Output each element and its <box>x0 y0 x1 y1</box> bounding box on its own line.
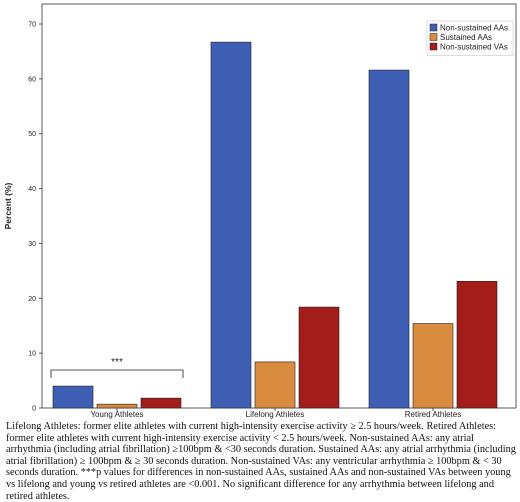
legend-label: Sustained AAs <box>440 33 492 42</box>
bar <box>210 41 252 409</box>
bar <box>412 323 454 409</box>
bar <box>298 306 340 409</box>
x-tick-label: Young Athletes <box>90 410 143 419</box>
legend-swatch <box>429 33 438 41</box>
y-tick-label: 20 <box>28 296 36 303</box>
y-tick-label: 30 <box>28 241 36 248</box>
legend-label: Non-sustained AAs <box>440 24 508 33</box>
legend-swatch <box>429 42 438 51</box>
significance-label: *** <box>111 357 123 368</box>
bar-chart: 0 10 20 30 40 50 60 70 Percent (%) Young Athletes… <box>3 3 517 419</box>
y-tick-label: 0 <box>32 406 36 413</box>
legend-box <box>426 20 514 56</box>
bar <box>456 280 498 409</box>
x-tick-label: Retired Athletes <box>405 410 461 419</box>
bar <box>140 397 182 409</box>
bar <box>52 385 94 409</box>
figure-caption: Lifelong Athletes: former elite athletes… <box>6 421 516 502</box>
chart-area: 0 10 20 30 40 50 60 70 Percent (%) Young Athletes… <box>3 3 517 419</box>
x-tick-label: Lifelong Athletes <box>246 410 305 419</box>
significance-bracket <box>50 369 184 378</box>
legend-swatch <box>429 23 438 32</box>
y-tick-label: 60 <box>28 76 36 83</box>
legend-label: Non-sustained VAs <box>440 43 508 52</box>
y-tick-label: 40 <box>28 186 36 193</box>
y-axis-label: Percent (%) <box>3 182 13 229</box>
bar <box>254 361 296 409</box>
y-tick-label: 10 <box>28 351 36 358</box>
y-tick-label: 50 <box>28 131 36 138</box>
bar <box>368 69 410 409</box>
y-tick-label: 70 <box>28 22 36 29</box>
bar <box>96 403 138 409</box>
